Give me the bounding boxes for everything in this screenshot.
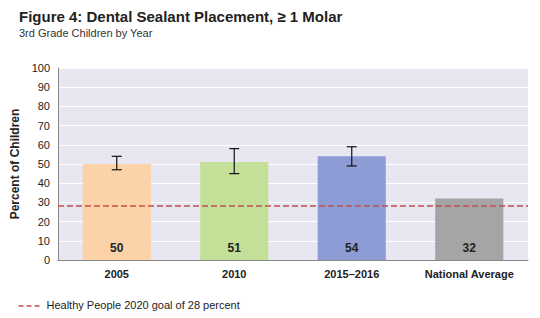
svg-text:20: 20 bbox=[38, 216, 50, 228]
svg-text:2010: 2010 bbox=[222, 268, 246, 280]
svg-text:32: 32 bbox=[463, 241, 477, 255]
svg-text:Healthy People 2020 goal of 28: Healthy People 2020 goal of 28 percent bbox=[47, 299, 240, 311]
svg-text:Percent of Children: Percent of Children bbox=[8, 109, 22, 220]
svg-text:80: 80 bbox=[38, 100, 50, 112]
svg-text:National Average: National Average bbox=[425, 268, 514, 280]
svg-text:60: 60 bbox=[38, 139, 50, 151]
svg-text:51: 51 bbox=[228, 241, 242, 255]
svg-text:50: 50 bbox=[110, 241, 124, 255]
svg-text:3rd Grade Children by Year: 3rd Grade Children by Year bbox=[19, 27, 153, 39]
svg-text:100: 100 bbox=[32, 62, 50, 74]
svg-text:0: 0 bbox=[44, 254, 50, 266]
svg-text:30: 30 bbox=[38, 196, 50, 208]
svg-text:50: 50 bbox=[38, 158, 50, 170]
svg-text:90: 90 bbox=[38, 81, 50, 93]
svg-text:70: 70 bbox=[38, 120, 50, 132]
svg-text:40: 40 bbox=[38, 177, 50, 189]
svg-text:2015–2016: 2015–2016 bbox=[324, 268, 379, 280]
svg-text:Figure 4: Dental Sealant Place: Figure 4: Dental Sealant Placement, ≥ 1 … bbox=[19, 8, 342, 25]
svg-text:10: 10 bbox=[38, 235, 50, 247]
svg-text:54: 54 bbox=[345, 241, 359, 255]
svg-text:2005: 2005 bbox=[105, 268, 129, 280]
